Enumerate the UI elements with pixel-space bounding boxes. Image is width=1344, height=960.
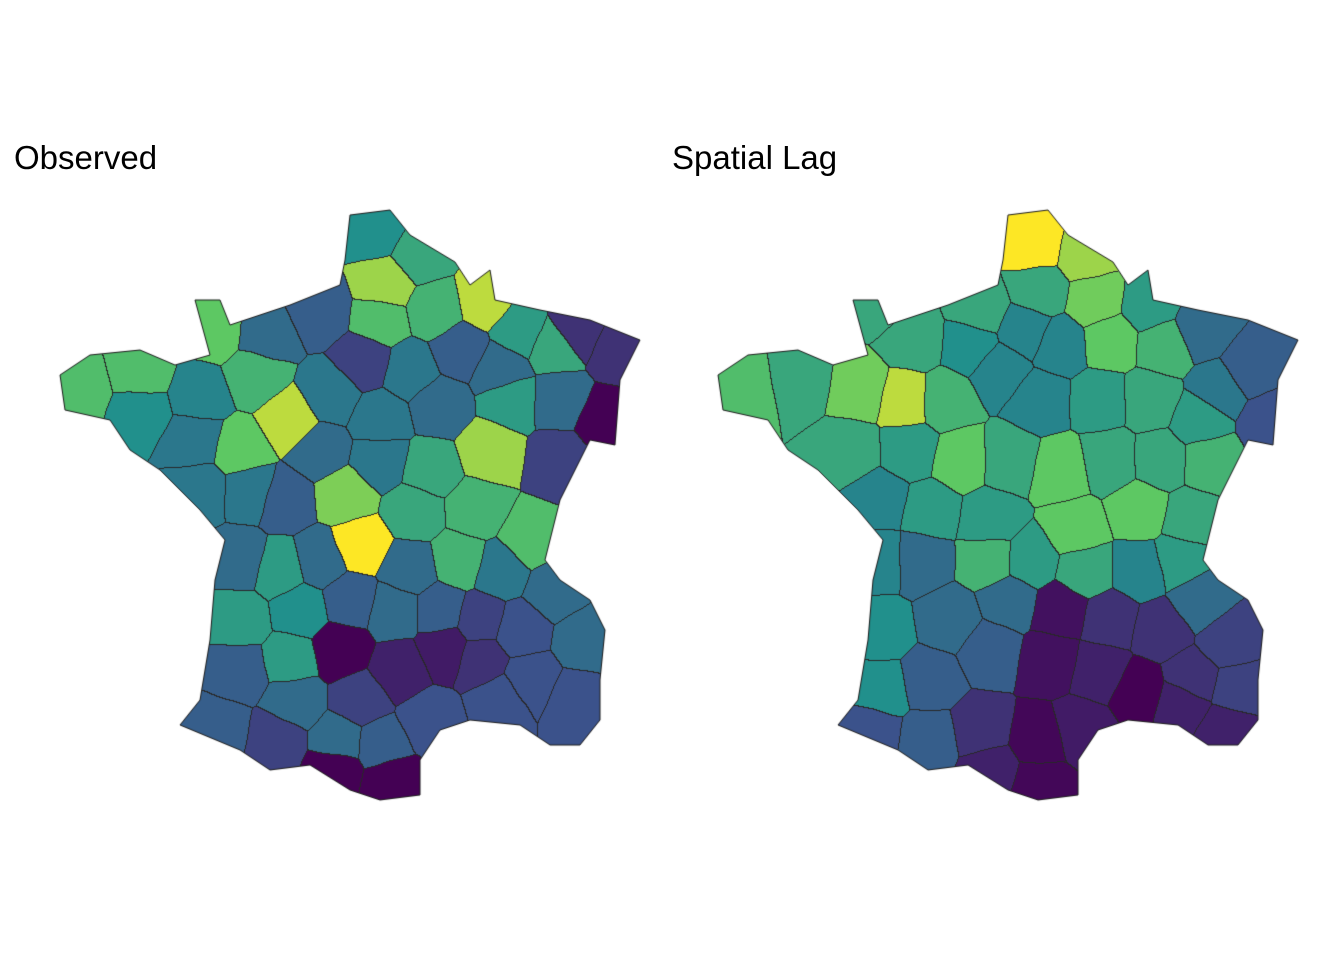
panel-title-observed: Observed	[14, 139, 158, 176]
panel-title-spatial-lag: Spatial Lag	[672, 139, 838, 176]
